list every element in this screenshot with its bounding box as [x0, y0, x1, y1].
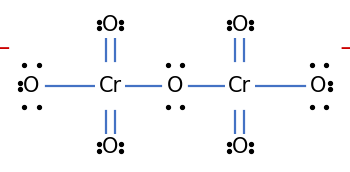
Text: Cr: Cr — [228, 76, 251, 96]
Text: O: O — [102, 15, 118, 35]
Text: O: O — [232, 15, 248, 35]
Text: Cr: Cr — [99, 76, 122, 96]
Text: O: O — [167, 76, 183, 96]
Text: O: O — [102, 137, 118, 157]
Text: O: O — [310, 76, 327, 96]
Text: −: − — [340, 41, 350, 56]
Text: −: − — [0, 41, 10, 56]
Text: O: O — [23, 76, 40, 96]
Text: O: O — [232, 137, 248, 157]
